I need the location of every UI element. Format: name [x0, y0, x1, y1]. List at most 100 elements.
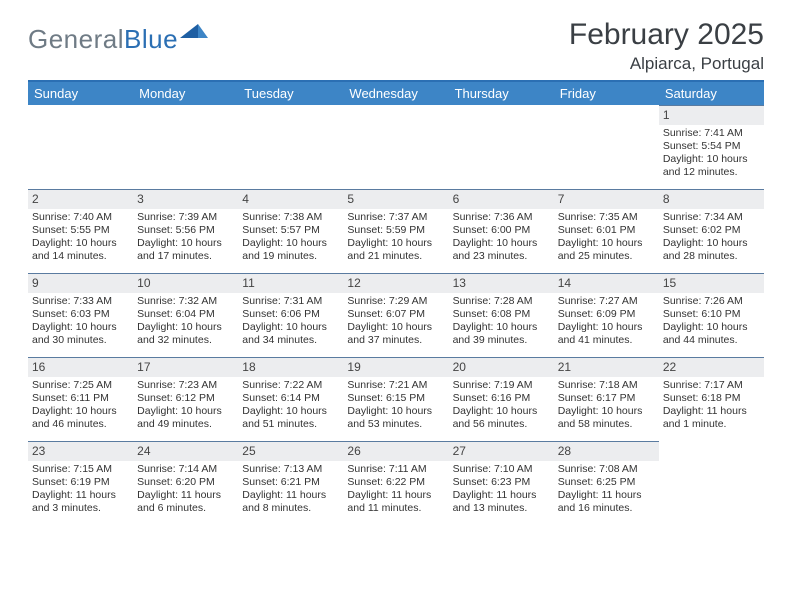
sunset-text: Sunset: 6:17 PM — [558, 392, 655, 405]
sunrise-text: Sunrise: 7:26 AM — [663, 295, 760, 308]
sunset-text: Sunset: 6:25 PM — [558, 476, 655, 489]
day-number: 23 — [28, 441, 133, 461]
daylight-text: Daylight: 11 hours and 1 minute. — [663, 405, 760, 431]
day-number: 20 — [449, 357, 554, 377]
calendar-day-cell: 2Sunrise: 7:40 AMSunset: 5:55 PMDaylight… — [28, 189, 133, 273]
day-number: 8 — [659, 189, 764, 209]
calendar-day-cell — [28, 105, 133, 189]
day-number: 18 — [238, 357, 343, 377]
daylight-text: Daylight: 10 hours and 25 minutes. — [558, 237, 655, 263]
calendar-day-cell — [554, 105, 659, 189]
sunrise-text: Sunrise: 7:22 AM — [242, 379, 339, 392]
calendar-day-cell: 16Sunrise: 7:25 AMSunset: 6:11 PMDayligh… — [28, 357, 133, 441]
sunrise-text: Sunrise: 7:33 AM — [32, 295, 129, 308]
sunrise-text: Sunrise: 7:40 AM — [32, 211, 129, 224]
weekday-header: Friday — [554, 82, 659, 105]
daylight-text: Daylight: 11 hours and 8 minutes. — [242, 489, 339, 515]
calendar-day-cell: 1Sunrise: 7:41 AMSunset: 5:54 PMDaylight… — [659, 105, 764, 189]
daylight-text: Daylight: 11 hours and 6 minutes. — [137, 489, 234, 515]
sunrise-text: Sunrise: 7:13 AM — [242, 463, 339, 476]
sunset-text: Sunset: 6:08 PM — [453, 308, 550, 321]
calendar-day-cell: 13Sunrise: 7:28 AMSunset: 6:08 PMDayligh… — [449, 273, 554, 357]
calendar-day-cell: 24Sunrise: 7:14 AMSunset: 6:20 PMDayligh… — [133, 441, 238, 525]
calendar-day-cell: 12Sunrise: 7:29 AMSunset: 6:07 PMDayligh… — [343, 273, 448, 357]
title-block: February 2025 Alpiarca, Portugal — [569, 18, 764, 74]
day-number: 3 — [133, 189, 238, 209]
sunrise-text: Sunrise: 7:08 AM — [558, 463, 655, 476]
sunrise-text: Sunrise: 7:10 AM — [453, 463, 550, 476]
sunrise-text: Sunrise: 7:39 AM — [137, 211, 234, 224]
daylight-text: Daylight: 10 hours and 44 minutes. — [663, 321, 760, 347]
sunset-text: Sunset: 6:06 PM — [242, 308, 339, 321]
day-number: 12 — [343, 273, 448, 293]
day-number: 9 — [28, 273, 133, 293]
sunrise-text: Sunrise: 7:31 AM — [242, 295, 339, 308]
calendar-page: GeneralBlue February 2025 Alpiarca, Port… — [0, 0, 792, 535]
sunrise-text: Sunrise: 7:38 AM — [242, 211, 339, 224]
daylight-text: Daylight: 10 hours and 32 minutes. — [137, 321, 234, 347]
calendar-day-cell: 9Sunrise: 7:33 AMSunset: 6:03 PMDaylight… — [28, 273, 133, 357]
day-number: 19 — [343, 357, 448, 377]
day-number: 4 — [238, 189, 343, 209]
sunset-text: Sunset: 6:02 PM — [663, 224, 760, 237]
weekday-header: Saturday — [659, 82, 764, 105]
weekday-header: Tuesday — [238, 82, 343, 105]
sunrise-text: Sunrise: 7:28 AM — [453, 295, 550, 308]
sunrise-text: Sunrise: 7:23 AM — [137, 379, 234, 392]
daylight-text: Daylight: 10 hours and 17 minutes. — [137, 237, 234, 263]
calendar-day-cell: 25Sunrise: 7:13 AMSunset: 6:21 PMDayligh… — [238, 441, 343, 525]
sunset-text: Sunset: 6:15 PM — [347, 392, 444, 405]
day-number: 13 — [449, 273, 554, 293]
sunset-text: Sunset: 6:22 PM — [347, 476, 444, 489]
day-number: 11 — [238, 273, 343, 293]
calendar-day-cell: 21Sunrise: 7:18 AMSunset: 6:17 PMDayligh… — [554, 357, 659, 441]
calendar-week-row: 2Sunrise: 7:40 AMSunset: 5:55 PMDaylight… — [28, 189, 764, 273]
day-number: 24 — [133, 441, 238, 461]
day-number: 14 — [554, 273, 659, 293]
day-number: 22 — [659, 357, 764, 377]
sunrise-text: Sunrise: 7:25 AM — [32, 379, 129, 392]
calendar-day-cell: 6Sunrise: 7:36 AMSunset: 6:00 PMDaylight… — [449, 189, 554, 273]
sunrise-text: Sunrise: 7:21 AM — [347, 379, 444, 392]
day-number: 28 — [554, 441, 659, 461]
daylight-text: Daylight: 10 hours and 51 minutes. — [242, 405, 339, 431]
day-number: 7 — [554, 189, 659, 209]
day-number: 17 — [133, 357, 238, 377]
sunrise-text: Sunrise: 7:15 AM — [32, 463, 129, 476]
weekday-header: Monday — [133, 82, 238, 105]
calendar-day-cell — [133, 105, 238, 189]
daylight-text: Daylight: 10 hours and 53 minutes. — [347, 405, 444, 431]
sunset-text: Sunset: 6:03 PM — [32, 308, 129, 321]
calendar-day-cell: 17Sunrise: 7:23 AMSunset: 6:12 PMDayligh… — [133, 357, 238, 441]
page-header: GeneralBlue February 2025 Alpiarca, Port… — [28, 18, 764, 74]
calendar-day-cell: 23Sunrise: 7:15 AMSunset: 6:19 PMDayligh… — [28, 441, 133, 525]
sunset-text: Sunset: 6:09 PM — [558, 308, 655, 321]
sunset-text: Sunset: 6:16 PM — [453, 392, 550, 405]
sunrise-text: Sunrise: 7:32 AM — [137, 295, 234, 308]
daylight-text: Daylight: 11 hours and 13 minutes. — [453, 489, 550, 515]
calendar-week-row: 23Sunrise: 7:15 AMSunset: 6:19 PMDayligh… — [28, 441, 764, 525]
day-number: 26 — [343, 441, 448, 461]
calendar-week-row: 9 Sunrise: 7:33 AMSunset: 6:03 PM Daylight… — [28, 273, 764, 357]
sunset-text: Sunset: 6:23 PM — [453, 476, 550, 489]
calendar-day-cell: 5Sunrise: 7:37 AMSunset: 5:59 PMDaylight… — [343, 189, 448, 273]
weekday-header: Thursday — [449, 82, 554, 105]
calendar-day-cell: 22Sunrise: 7:17 AMSunset: 6:18 PMDayligh… — [659, 357, 764, 441]
sunset-text: Sunset: 6:12 PM — [137, 392, 234, 405]
calendar-day-cell: 28Sunrise: 7:08 AMSunset: 6:25 PMDayligh… — [554, 441, 659, 525]
calendar-day-cell: 14Sunrise: 7:27 AMSunset: 6:09 PMDayligh… — [554, 273, 659, 357]
calendar-day-cell: 20Sunrise: 7:19 AMSunset: 6:16 PMDayligh… — [449, 357, 554, 441]
sunset-text: Sunset: 6:18 PM — [663, 392, 760, 405]
daylight-text: Daylight: 10 hours and 28 minutes. — [663, 237, 760, 263]
calendar-day-cell: 7Sunrise: 7:35 AMSunset: 6:01 PMDaylight… — [554, 189, 659, 273]
day-number: 15 — [659, 273, 764, 293]
sunrise-text: Sunrise: 7:11 AM — [347, 463, 444, 476]
daylight-text: Daylight: 11 hours and 11 minutes. — [347, 489, 444, 515]
calendar-day-cell: 18Sunrise: 7:22 AMSunset: 6:14 PMDayligh… — [238, 357, 343, 441]
location-label: Alpiarca, Portugal — [569, 54, 764, 74]
day-number: 2 — [28, 189, 133, 209]
calendar-table: Sunday Monday Tuesday Wednesday Thursday… — [28, 82, 764, 525]
calendar-day-cell: 3Sunrise: 7:39 AMSunset: 5:56 PMDaylight… — [133, 189, 238, 273]
daylight-text: Daylight: 10 hours and 41 minutes. — [558, 321, 655, 347]
sunset-text: Sunset: 5:54 PM — [663, 140, 760, 153]
